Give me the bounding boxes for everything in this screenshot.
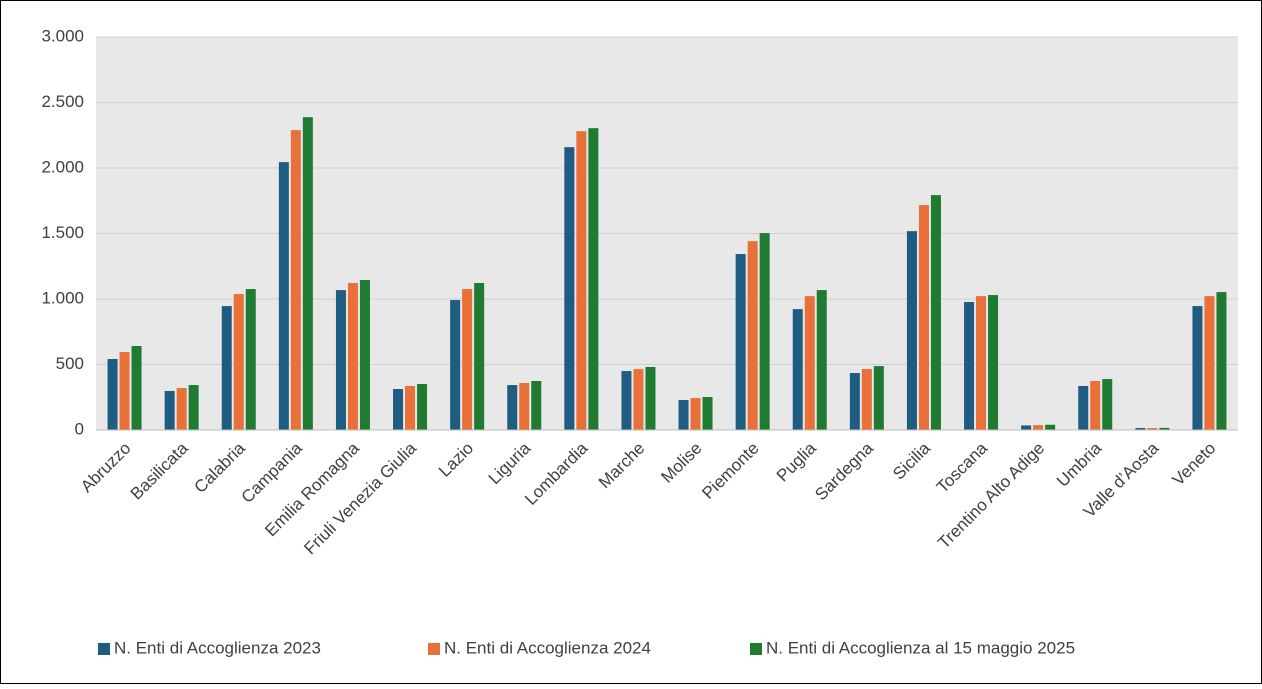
bar: [221, 306, 232, 430]
bar: [621, 371, 632, 430]
bar: [564, 147, 575, 430]
bar: [233, 294, 244, 430]
legend-swatch: [750, 643, 762, 655]
legend-label: N. Enti di Accoglienza 2023: [114, 638, 321, 657]
y-tick-label: 1.000: [41, 288, 84, 307]
bar: [930, 195, 941, 430]
bar: [1102, 379, 1113, 430]
bar: [474, 283, 485, 430]
bar: [519, 382, 530, 430]
bar: [735, 254, 746, 430]
bar: [849, 373, 860, 430]
bar: [702, 396, 713, 430]
bar: [393, 388, 404, 430]
bar: [988, 295, 999, 430]
bar: [964, 302, 975, 430]
bar: [1204, 296, 1215, 430]
legend-label: N. Enti di Accoglienza 2024: [444, 638, 651, 657]
bar: [918, 205, 929, 430]
bar: [359, 280, 370, 430]
bar: [645, 366, 656, 430]
y-tick-label: 500: [56, 354, 84, 373]
bar: [531, 381, 542, 430]
bar: [1033, 425, 1044, 430]
bar: [906, 231, 917, 430]
y-tick-label: 3.000: [41, 26, 84, 45]
legend-label: N. Enti di Accoglienza al 15 maggio 2025: [766, 638, 1075, 657]
y-tick-label: 1.500: [41, 223, 84, 242]
legend-swatch: [428, 643, 440, 655]
y-tick-label: 2.500: [41, 92, 84, 111]
bar: [188, 385, 199, 430]
bar: [1045, 424, 1056, 430]
bar: [131, 346, 142, 430]
bar: [759, 233, 770, 430]
bar: [861, 369, 872, 430]
bar: [690, 398, 701, 430]
bar: [347, 283, 358, 430]
bar: [107, 358, 118, 430]
bar: [873, 366, 884, 430]
bar: [278, 162, 289, 431]
bar: [450, 300, 461, 430]
bar: [588, 128, 599, 430]
bar: [164, 390, 175, 430]
bar: [678, 400, 689, 430]
bar: [792, 309, 803, 430]
bar: [1135, 428, 1146, 430]
bar: [507, 385, 518, 430]
bar: [302, 117, 313, 430]
bar: [1021, 425, 1032, 430]
bar: [576, 131, 587, 430]
bar: [290, 130, 301, 431]
bar: [1159, 427, 1170, 430]
bar: [1090, 381, 1101, 430]
bar: [335, 290, 346, 430]
bar: [405, 385, 416, 430]
bar: [633, 369, 644, 430]
bar: [1147, 428, 1158, 430]
bar: [119, 352, 130, 430]
bar: [245, 289, 256, 430]
y-tick-label: 0: [75, 419, 84, 438]
bar: [747, 241, 758, 430]
bar: [176, 388, 187, 430]
legend-swatch: [98, 643, 110, 655]
y-tick-label: 2.000: [41, 157, 84, 176]
bar: [816, 290, 827, 430]
bar: [1216, 292, 1227, 430]
bar: [1078, 385, 1089, 430]
bar: [1192, 306, 1203, 430]
bar: [976, 296, 987, 430]
bar: [804, 296, 815, 430]
bar: [417, 384, 428, 430]
bar: [462, 289, 473, 430]
